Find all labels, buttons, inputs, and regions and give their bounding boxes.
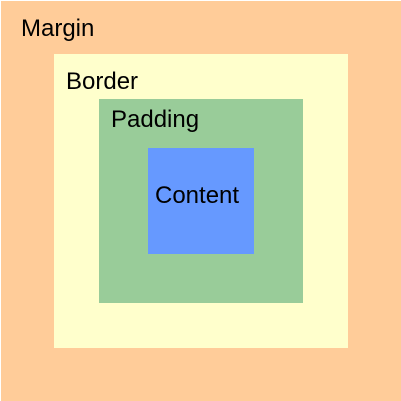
border-label: Border [66,68,139,95]
content-label: Content [155,182,240,209]
padding-label: Padding [111,106,200,133]
content-box [148,148,254,254]
margin-label: Margin [21,15,95,42]
